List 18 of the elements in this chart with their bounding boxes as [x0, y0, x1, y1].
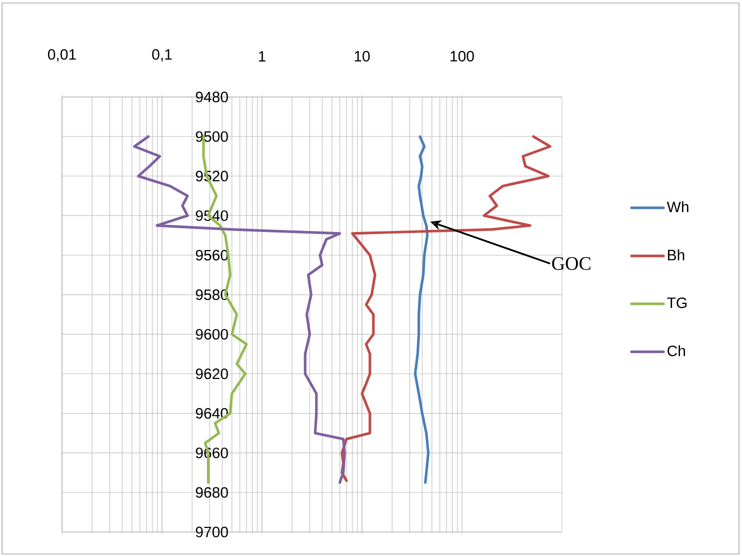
y-tick-label: 9500	[196, 131, 228, 142]
x-tick-label: 10	[354, 50, 370, 62]
legend-label: TG	[667, 297, 687, 308]
y-tick-label: 9480	[196, 92, 228, 102]
x-tick-label: 100	[450, 50, 474, 62]
y-tick-label: 9680	[196, 487, 228, 498]
annotation: GOC	[552, 257, 590, 270]
line-series	[414, 135, 430, 484]
x-tick-label: 0,1	[152, 49, 172, 62]
legend-label: Bh	[668, 249, 684, 260]
legend-label: Ch	[668, 345, 685, 356]
y-tick-label: 9620	[196, 368, 228, 380]
y-tick-label: 9600	[196, 328, 228, 340]
legend-label: Wh	[666, 201, 688, 212]
y-tick-label: 9560	[196, 250, 228, 260]
x-tick-label: 0,01	[48, 49, 76, 62]
y-tick-label: 9700	[196, 526, 228, 538]
x-tick-label: 1	[258, 51, 266, 62]
